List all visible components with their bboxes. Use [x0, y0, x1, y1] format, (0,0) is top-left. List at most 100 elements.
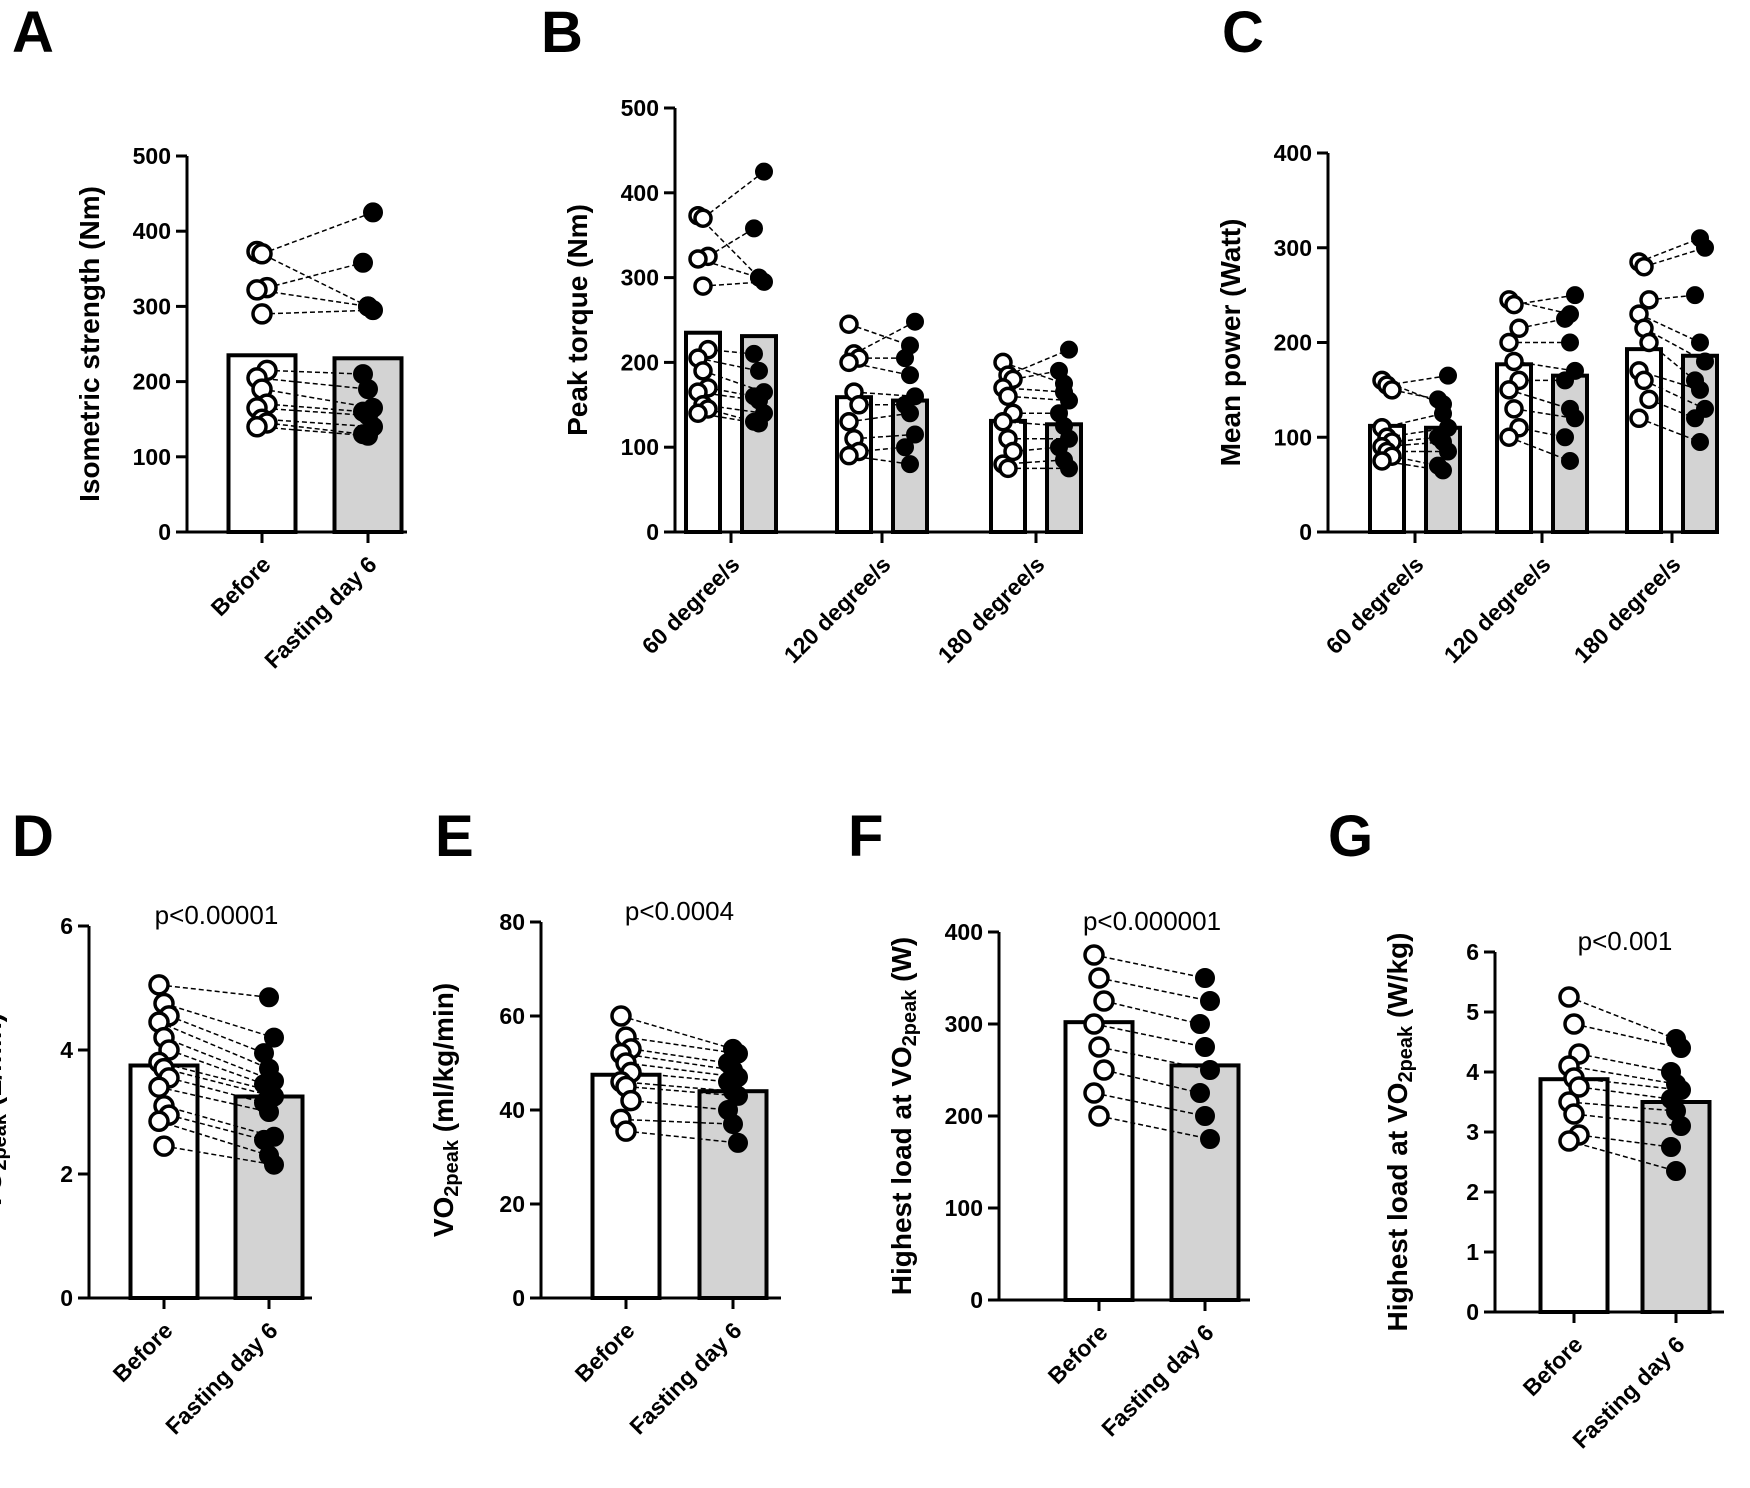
pair-line	[1007, 348, 1070, 376]
before-point	[1563, 1103, 1585, 1125]
before-point	[693, 208, 713, 228]
pair-line	[1568, 1101, 1677, 1112]
pair-line	[168, 1049, 265, 1085]
before-point	[148, 1076, 170, 1098]
y-axis-label: VO2peak (ml/kg/min)	[428, 983, 463, 1237]
pair-line	[702, 370, 765, 393]
before-point	[849, 395, 869, 415]
pair-line	[1513, 360, 1576, 372]
pair-line	[620, 1118, 734, 1125]
y-label-part: (ml/kg/min)	[428, 983, 459, 1140]
after-point	[1691, 333, 1709, 352]
pair-line	[1573, 1023, 1682, 1049]
after-point	[906, 312, 924, 331]
y-tick-label: 4	[1466, 1059, 1479, 1085]
pair-line	[1002, 361, 1065, 385]
panel-letter: D	[12, 804, 54, 869]
after-point	[755, 272, 773, 291]
after-point	[1666, 1161, 1686, 1181]
pair-line	[261, 309, 374, 315]
y-tick-label: 0	[970, 1287, 983, 1313]
after-point	[1566, 409, 1584, 428]
pair-line	[625, 1130, 739, 1144]
pair-line	[1093, 1023, 1206, 1048]
y-tick-label: 80	[499, 909, 525, 935]
after-point	[1671, 1038, 1691, 1058]
after-point	[264, 1154, 284, 1175]
y-tick-label: 1	[1466, 1239, 1479, 1265]
y-tick-label: 0	[1299, 519, 1312, 545]
y-label-part: (W/kg)	[1382, 933, 1413, 1026]
after-point	[750, 361, 768, 380]
y-tick-label: 400	[621, 180, 659, 206]
y-tick-label: 200	[133, 369, 171, 395]
pair-line	[266, 403, 364, 413]
y-tick-label: 200	[621, 349, 659, 375]
pair-line	[1007, 395, 1070, 402]
y-tick-label: 100	[1274, 424, 1312, 450]
pair-line	[1643, 379, 1706, 410]
pair-line	[158, 1120, 270, 1157]
before-point	[688, 403, 708, 424]
y-tick-label: 40	[499, 1097, 525, 1123]
after-point	[1434, 461, 1452, 480]
pair-line	[853, 321, 916, 355]
before-point	[1639, 290, 1659, 310]
pair-line	[697, 215, 760, 279]
pair-line	[163, 1002, 275, 1039]
panel: E VO2peak (ml/kg/min) 0 20 40 60 80 BeforeFasti…	[428, 804, 781, 1439]
y-tick-label: 0	[60, 1285, 73, 1311]
panel-letter: B	[541, 0, 583, 65]
y-tick-label: 3	[1466, 1119, 1479, 1145]
pair-line	[1573, 1113, 1682, 1127]
y-axis-label: Highest load at VO2peak (W/kg)	[1382, 933, 1417, 1332]
panel-letter: F	[848, 804, 883, 869]
y-tick-label: 200	[945, 1103, 983, 1129]
pair-line	[1103, 1000, 1201, 1025]
before-point	[1504, 399, 1524, 419]
x-tick-label: Before	[206, 551, 276, 621]
pair-line	[1513, 408, 1576, 420]
pair-line	[620, 1081, 734, 1092]
pair-line	[1098, 977, 1211, 1002]
after-point	[1200, 991, 1220, 1011]
y-axis-label: Highest load at VO2peak (W)	[886, 937, 921, 1296]
after-point	[750, 414, 768, 433]
after-point	[363, 202, 383, 223]
pair-line	[1568, 1140, 1677, 1172]
after-point	[745, 344, 763, 363]
pair-line	[620, 1015, 734, 1050]
after-point	[755, 162, 773, 181]
after-point	[1439, 442, 1457, 461]
y-label-part: VO	[0, 1171, 7, 1211]
before-point	[693, 276, 713, 296]
after-point	[1556, 428, 1574, 447]
before-point	[1639, 332, 1659, 353]
before-point	[1093, 990, 1115, 1012]
pair-line	[1638, 237, 1701, 263]
pair-line	[848, 323, 911, 347]
after-point	[358, 379, 378, 400]
before-point	[1499, 332, 1519, 353]
pair-line	[1093, 954, 1206, 979]
pair-line	[261, 211, 374, 255]
pair-line	[261, 388, 374, 409]
after-point	[1190, 1014, 1210, 1034]
y-label-subscript: 2peak	[441, 1139, 463, 1197]
before-point	[839, 314, 859, 334]
before-point	[839, 352, 859, 373]
after-point	[1561, 333, 1579, 352]
y-axis-label: VO2peak (L/min)	[0, 1013, 11, 1211]
after-point	[1060, 459, 1078, 478]
y-tick-label: 5	[1466, 999, 1479, 1025]
after-point	[745, 219, 763, 238]
y-tick-label: 0	[512, 1285, 525, 1311]
before-point	[1083, 944, 1105, 966]
pair-line	[630, 1071, 729, 1083]
after-point	[1661, 1137, 1681, 1157]
x-tick-label: 120 degree/s	[1439, 551, 1556, 668]
panel-letter: G	[1328, 804, 1373, 869]
after-point	[1050, 361, 1068, 380]
p-value: p<0.001	[1578, 926, 1673, 956]
